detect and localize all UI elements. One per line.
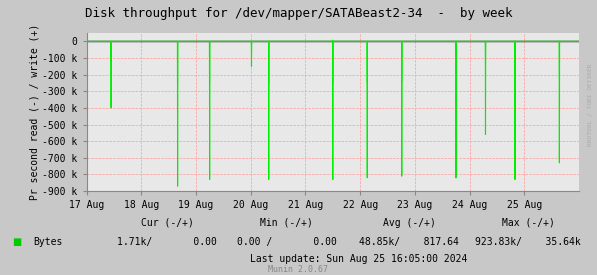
Text: Bytes: Bytes — [33, 237, 62, 247]
Text: 1.71k/       0.00: 1.71k/ 0.00 — [117, 237, 217, 247]
Text: Max (-/+): Max (-/+) — [502, 218, 555, 228]
Text: 0.00 /       0.00: 0.00 / 0.00 — [236, 237, 337, 247]
Text: Munin 2.0.67: Munin 2.0.67 — [269, 265, 328, 274]
Text: Last update: Sun Aug 25 16:05:00 2024: Last update: Sun Aug 25 16:05:00 2024 — [250, 254, 467, 263]
Y-axis label: Pr second read (-) / write (+): Pr second read (-) / write (+) — [29, 24, 39, 200]
Text: 923.83k/    35.64k: 923.83k/ 35.64k — [475, 237, 581, 247]
Text: Disk throughput for /dev/mapper/SATABeast2-34  -  by week: Disk throughput for /dev/mapper/SATABeas… — [85, 7, 512, 20]
Text: ■: ■ — [12, 237, 21, 247]
Text: Cur (-/+): Cur (-/+) — [141, 218, 193, 228]
Text: Avg (-/+): Avg (-/+) — [383, 218, 435, 228]
Text: RRDTOOL / TOBI OETIKER: RRDTOOL / TOBI OETIKER — [588, 63, 593, 146]
Text: 48.85k/    817.64: 48.85k/ 817.64 — [359, 237, 459, 247]
Text: Min (-/+): Min (-/+) — [260, 218, 313, 228]
